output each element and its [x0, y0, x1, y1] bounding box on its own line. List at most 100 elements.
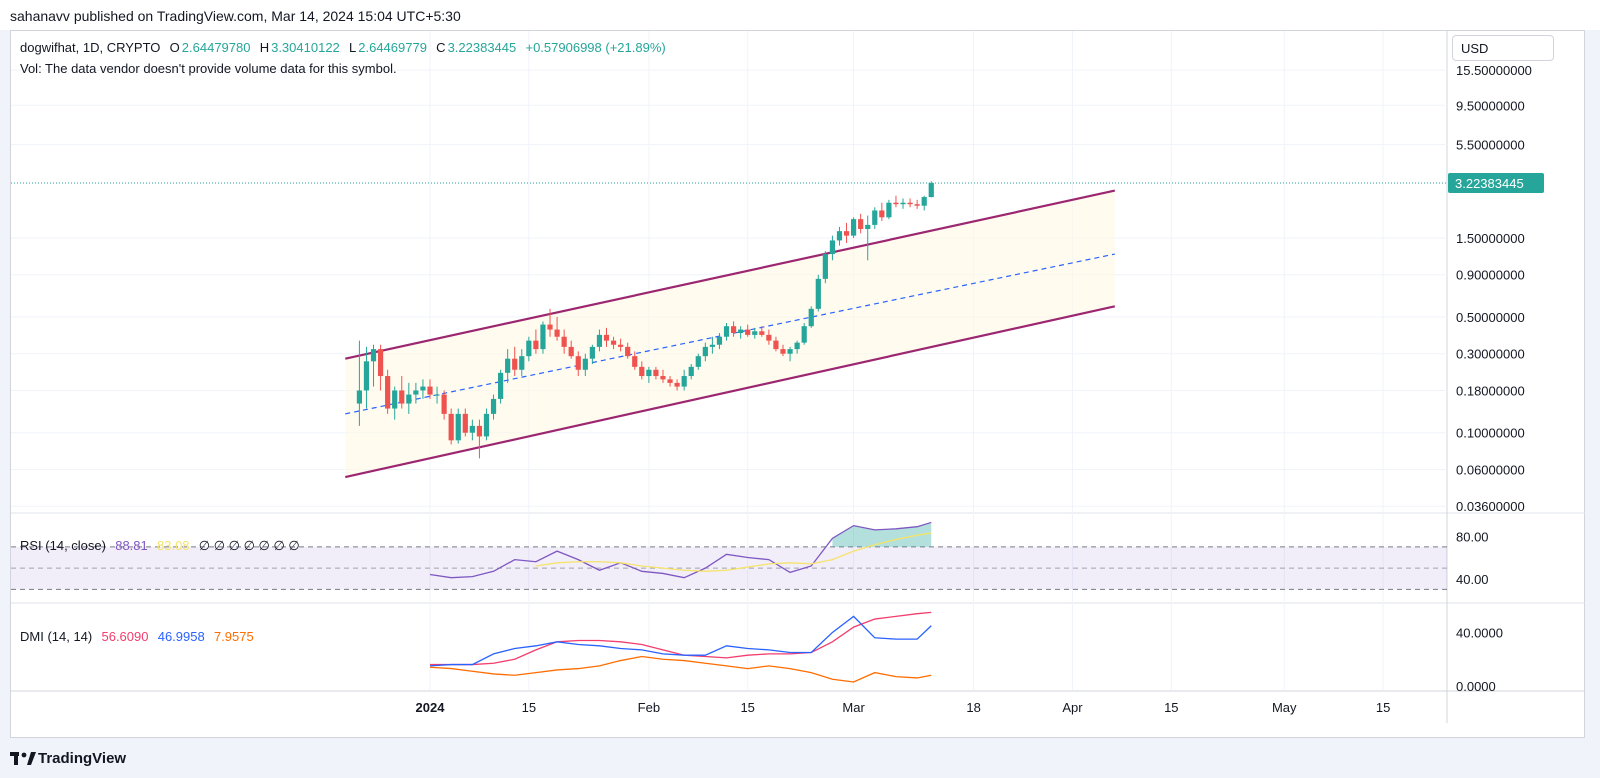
candle-body[interactable] [618, 344, 624, 347]
candle-body[interactable] [723, 326, 730, 337]
candle-body[interactable] [900, 202, 906, 205]
candle-body[interactable] [822, 254, 828, 279]
candle-body[interactable] [554, 329, 560, 337]
candle-body[interactable] [512, 358, 518, 370]
candle-body[interactable] [363, 361, 370, 391]
candle-body[interactable] [582, 358, 588, 370]
candle-body[interactable] [886, 202, 892, 218]
rsi-line[interactable] [429, 521, 932, 579]
candle-body[interactable] [907, 202, 913, 205]
candle-body[interactable] [596, 334, 603, 347]
candle-body[interactable] [914, 204, 920, 206]
candle-body[interactable] [441, 394, 447, 414]
candle-body[interactable] [392, 390, 398, 409]
candle-body[interactable] [469, 425, 475, 433]
low-label: L [349, 40, 357, 55]
candle-body[interactable] [752, 331, 758, 335]
candle-body[interactable] [505, 358, 511, 373]
candle-body[interactable] [879, 210, 885, 218]
candle-body[interactable] [420, 386, 426, 391]
rsi-legend[interactable]: RSI (14, close) 88.81 83.08 ∅ ∅ ∅ ∅ ∅ ∅ … [20, 538, 302, 554]
candle-body[interactable] [808, 308, 814, 327]
dmi-minus-line[interactable] [429, 615, 932, 667]
candle-body[interactable] [865, 224, 871, 229]
candle-body[interactable] [872, 210, 878, 225]
candle-body[interactable] [653, 369, 659, 377]
candle-body[interactable] [702, 346, 708, 357]
candle-body[interactable] [625, 346, 631, 357]
candle-body[interactable] [716, 336, 723, 345]
currency-button[interactable]: USD [1452, 35, 1554, 61]
candle-body[interactable] [575, 356, 581, 370]
candle-body[interactable] [794, 342, 800, 350]
candle-body[interactable] [745, 329, 751, 335]
candle-body[interactable] [448, 413, 454, 441]
candle-body[interactable] [660, 376, 666, 380]
candle-body[interactable] [540, 324, 546, 350]
candle-body[interactable] [688, 366, 694, 377]
candle-body[interactable] [533, 340, 539, 350]
candle-body[interactable] [801, 326, 807, 343]
rsi-value: 88.81 [115, 538, 148, 553]
candle-body[interactable] [780, 349, 786, 354]
candle-body[interactable] [561, 336, 567, 347]
candle-body[interactable] [709, 344, 715, 347]
candle-body[interactable] [356, 390, 362, 404]
candle-body[interactable] [646, 369, 652, 377]
price-tick-label: 5.50000000 [1456, 138, 1525, 153]
candle-body[interactable] [681, 376, 687, 387]
candle-body[interactable] [399, 390, 405, 404]
candle-body[interactable] [667, 379, 673, 383]
candle-body[interactable] [519, 356, 525, 370]
dmi-plus-line[interactable] [430, 611, 932, 666]
candle-body[interactable] [406, 394, 412, 404]
candle-body[interactable] [385, 376, 391, 409]
candle-body[interactable] [851, 219, 857, 236]
candle-body[interactable] [674, 382, 680, 387]
candle-body[interactable] [455, 413, 461, 441]
adx-line[interactable] [429, 655, 932, 683]
candle-body[interactable] [773, 340, 779, 350]
chart-frame[interactable] [10, 30, 1585, 738]
candle-body[interactable] [427, 386, 433, 395]
candle-body[interactable] [759, 331, 765, 335]
candle-body[interactable] [639, 366, 645, 377]
candle-body[interactable] [483, 413, 490, 437]
candle-body[interactable] [547, 324, 553, 330]
candle-body[interactable] [893, 202, 899, 205]
candle-body[interactable] [632, 356, 638, 367]
candle-body[interactable] [476, 425, 483, 437]
candle-body[interactable] [377, 349, 384, 377]
candle-body[interactable] [843, 231, 850, 236]
candle-body[interactable] [589, 346, 595, 359]
candle-body[interactable] [815, 278, 821, 309]
candle-body[interactable] [921, 197, 927, 206]
candle-body[interactable] [490, 398, 497, 414]
candle-body[interactable] [462, 413, 468, 433]
candle-body[interactable] [413, 390, 419, 395]
candle-body[interactable] [928, 183, 934, 198]
candle-body[interactable] [498, 372, 504, 399]
candle-body[interactable] [766, 334, 772, 341]
symbol-legend[interactable]: dogwifhat, 1D, CRYPTO O 2.64479780 H 3.304… [20, 40, 668, 55]
dmi-legend[interactable]: DMI (14, 14) 56.6090 46.9958 7.9575 [20, 629, 256, 644]
symbol-name: dogwifhat, 1D, CRYPTO [20, 40, 161, 55]
candle-body[interactable] [787, 349, 793, 354]
channel-lower-line[interactable] [345, 305, 1116, 479]
candle-body[interactable] [738, 329, 744, 334]
channel-upper-line[interactable] [345, 189, 1116, 360]
rsi-ma-line[interactable] [535, 532, 932, 572]
candle-body[interactable] [526, 340, 532, 357]
channel-midline[interactable] [345, 253, 1115, 415]
candle-body[interactable] [730, 326, 737, 334]
candle-body[interactable] [434, 394, 440, 396]
candle-body[interactable] [836, 231, 843, 241]
candle-body[interactable] [370, 349, 377, 362]
candle-body[interactable] [610, 340, 617, 345]
candle-body[interactable] [695, 356, 701, 367]
candle-body[interactable] [603, 334, 610, 341]
candle-body[interactable] [829, 240, 836, 255]
candle-body[interactable] [568, 346, 574, 357]
candle-body[interactable] [858, 219, 864, 229]
